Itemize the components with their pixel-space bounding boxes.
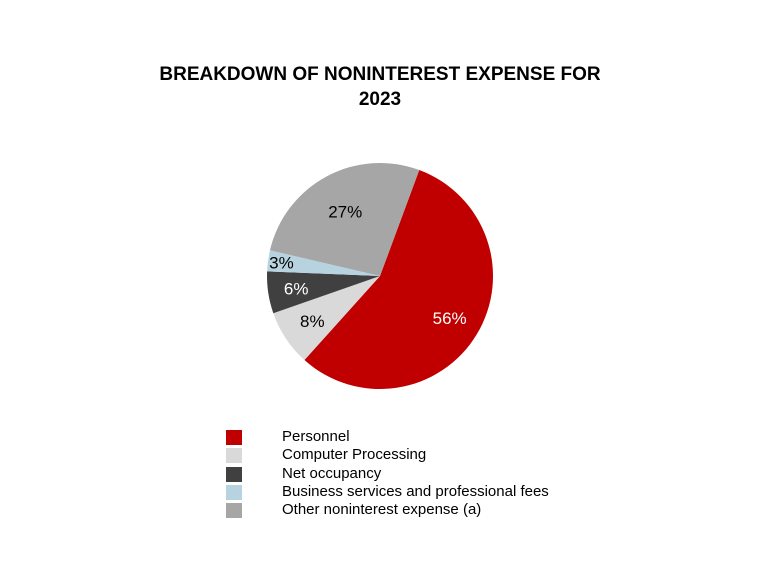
pie-label-net-occupancy: 6% <box>284 279 309 298</box>
legend-swatch-computer-processing <box>226 448 242 464</box>
pie-slice-other-noninterest-expense <box>269 163 420 276</box>
pie-label-computer-processing: 8% <box>300 312 325 331</box>
legend-swatch-net-occupancy <box>226 466 242 482</box>
legend-swatch-business-services <box>226 484 242 500</box>
legend-label-business-services: Business services and professional fees <box>282 482 549 500</box>
pie-slice-net-occupancy <box>267 271 380 314</box>
pie-label-business-services-and-professional-fees: 3% <box>269 254 294 273</box>
legend-label-computer-processing: Computer Processing <box>282 446 427 464</box>
legend-label-other-noninterest-expense: Other noninterest expense (a) <box>282 501 482 519</box>
pie-slice-computer-processing <box>273 276 380 361</box>
legend-swatch-personnel <box>226 430 242 445</box>
legend-label-net-occupancy: Net occupancy <box>282 464 382 482</box>
pie-slice-business-services-and-professional-fees <box>267 250 380 276</box>
pie-label-personnel: 56% <box>433 309 467 328</box>
pie-label-other-noninterest-expense: 27% <box>328 202 362 221</box>
chart-title-line-1: BREAKDOWN OF NONINTEREST EXPENSE FOR <box>159 64 601 85</box>
chart-title: BREAKDOWN OF NONINTEREST EXPENSE FOR 202… <box>0 62 760 112</box>
chart-title-line-2: 2023 <box>358 89 402 110</box>
legend-swatch-other-noninterest-expense <box>226 503 242 519</box>
legend-label-personnel: Personnel <box>282 428 350 445</box>
pie-slice-personnel <box>304 170 493 390</box>
